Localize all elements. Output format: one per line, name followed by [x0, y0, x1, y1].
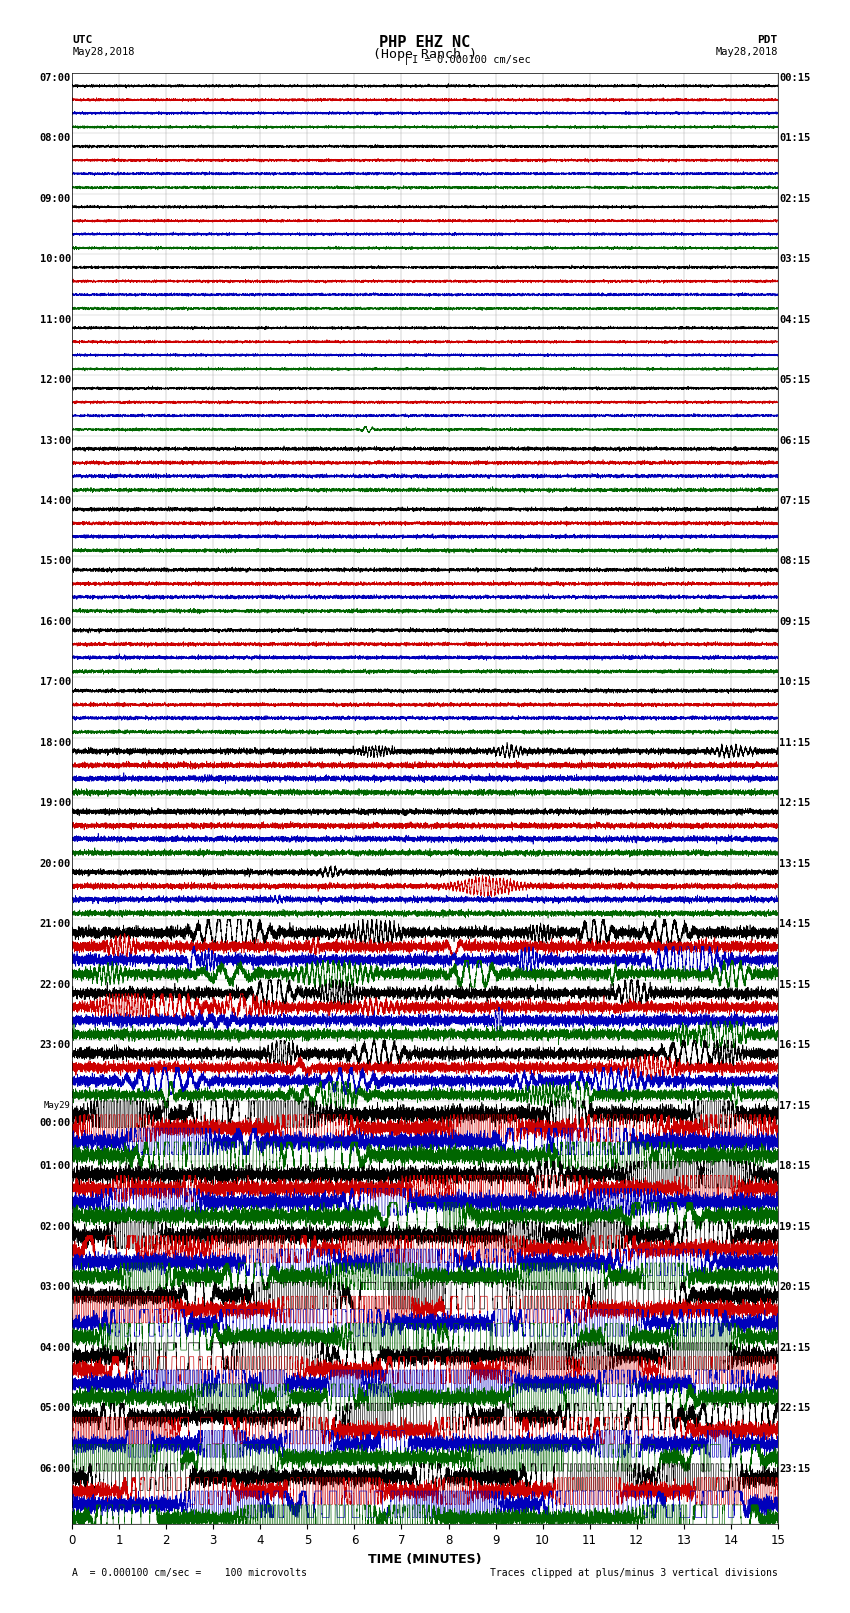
Text: A  = 0.000100 cm/sec =    100 microvolts: A = 0.000100 cm/sec = 100 microvolts	[72, 1568, 307, 1578]
Text: 15:00: 15:00	[40, 556, 71, 566]
Text: 12:15: 12:15	[779, 798, 810, 808]
Text: 12:00: 12:00	[40, 376, 71, 386]
Text: 03:15: 03:15	[779, 255, 810, 265]
Text: 06:00: 06:00	[40, 1465, 71, 1474]
Text: 15:15: 15:15	[779, 979, 810, 990]
Text: I = 0.000100 cm/sec: I = 0.000100 cm/sec	[412, 55, 531, 65]
Text: 20:00: 20:00	[40, 858, 71, 869]
Text: 11:15: 11:15	[779, 739, 810, 748]
Text: 10:15: 10:15	[779, 677, 810, 687]
Text: 09:00: 09:00	[40, 194, 71, 203]
Text: 11:00: 11:00	[40, 315, 71, 324]
Text: 17:00: 17:00	[40, 677, 71, 687]
Text: May28,2018: May28,2018	[72, 47, 135, 56]
Text: 09:15: 09:15	[779, 618, 810, 627]
Text: May29: May29	[44, 1100, 71, 1110]
Text: 06:15: 06:15	[779, 436, 810, 445]
Text: 22:00: 22:00	[40, 979, 71, 990]
Text: 08:15: 08:15	[779, 556, 810, 566]
Text: 19:15: 19:15	[779, 1223, 810, 1232]
Text: 03:00: 03:00	[40, 1282, 71, 1292]
Text: Traces clipped at plus/minus 3 vertical divisions: Traces clipped at plus/minus 3 vertical …	[490, 1568, 778, 1578]
X-axis label: TIME (MINUTES): TIME (MINUTES)	[368, 1553, 482, 1566]
Text: 16:00: 16:00	[40, 618, 71, 627]
Text: 02:00: 02:00	[40, 1223, 71, 1232]
Text: 13:15: 13:15	[779, 858, 810, 869]
Text: 01:00: 01:00	[40, 1161, 71, 1171]
Text: 14:00: 14:00	[40, 497, 71, 506]
Text: 14:15: 14:15	[779, 919, 810, 929]
Text: 18:00: 18:00	[40, 739, 71, 748]
Text: 23:15: 23:15	[779, 1465, 810, 1474]
Text: 05:15: 05:15	[779, 376, 810, 386]
Text: 01:15: 01:15	[779, 134, 810, 144]
Text: 04:00: 04:00	[40, 1342, 71, 1353]
Text: 00:15: 00:15	[779, 73, 810, 82]
Text: 04:15: 04:15	[779, 315, 810, 324]
Text: 07:00: 07:00	[40, 73, 71, 82]
Text: 19:00: 19:00	[40, 798, 71, 808]
Text: 16:15: 16:15	[779, 1040, 810, 1050]
Text: 17:15: 17:15	[779, 1100, 810, 1111]
Text: (Hope Ranch ): (Hope Ranch )	[373, 48, 477, 61]
Text: 08:00: 08:00	[40, 134, 71, 144]
Text: 07:15: 07:15	[779, 497, 810, 506]
Text: PDT: PDT	[757, 35, 778, 45]
Text: 20:15: 20:15	[779, 1282, 810, 1292]
Text: 21:15: 21:15	[779, 1342, 810, 1353]
Text: 05:00: 05:00	[40, 1403, 71, 1413]
Text: UTC: UTC	[72, 35, 93, 45]
Text: 18:15: 18:15	[779, 1161, 810, 1171]
Text: PHP EHZ NC: PHP EHZ NC	[379, 35, 471, 50]
Text: 21:00: 21:00	[40, 919, 71, 929]
Text: May28,2018: May28,2018	[715, 47, 778, 56]
Text: 00:00: 00:00	[40, 1118, 71, 1127]
Text: 02:15: 02:15	[779, 194, 810, 203]
Text: 13:00: 13:00	[40, 436, 71, 445]
Text: 23:00: 23:00	[40, 1040, 71, 1050]
Text: 22:15: 22:15	[779, 1403, 810, 1413]
Text: 10:00: 10:00	[40, 255, 71, 265]
